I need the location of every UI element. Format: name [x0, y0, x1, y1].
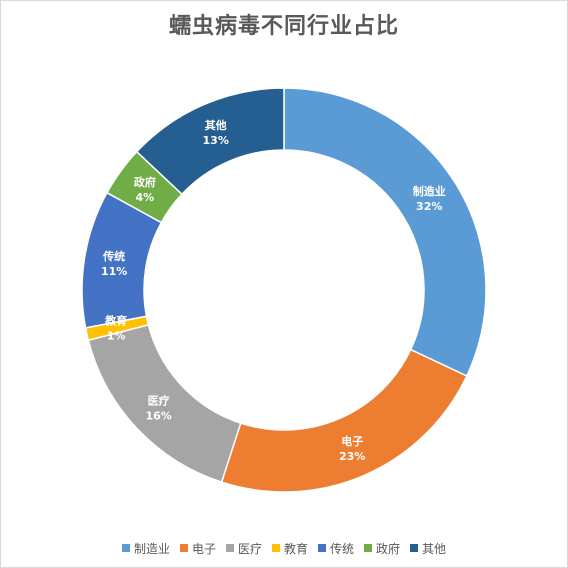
slice-category-label: 传统: [102, 249, 125, 263]
slice-value-label: 11%: [101, 265, 127, 278]
slice-电子: [220, 348, 468, 493]
legend-swatch: [121, 544, 130, 552]
legend-swatch: [364, 544, 373, 552]
legend-label: 医疗: [237, 541, 262, 556]
legend-item: 电子: [179, 540, 216, 557]
slice-category-label: 政府: [134, 175, 156, 189]
legend-swatch: [271, 544, 280, 552]
legend-label: 传统: [330, 541, 355, 556]
chart-legend: 制造业 电子 医疗 教育 传统 政府 其他: [0, 540, 568, 556]
chart-title: 蠕虫病毒不同行业占比: [168, 14, 399, 39]
slice-category-label: 电子: [341, 434, 363, 448]
legend-swatch: [179, 544, 188, 552]
legend-label: 其他: [422, 541, 447, 556]
legend-swatch: [225, 544, 234, 552]
slice-value-label: 1%: [107, 330, 126, 343]
slice-category-label: 其他: [205, 118, 227, 132]
legend-label: 教育: [283, 541, 308, 556]
slice-制造业: [283, 87, 487, 378]
legend-item: 传统: [318, 540, 354, 557]
slice-其他: [135, 87, 285, 196]
legend-swatch: [410, 544, 419, 552]
legend-item: 医疗: [225, 540, 262, 557]
slice-category-label: 制造业: [413, 184, 446, 198]
legend-item: 其他: [410, 540, 446, 557]
slice-value-label: 13%: [203, 134, 229, 147]
slice-category-label: 医疗: [148, 394, 170, 408]
legend-label: 电子: [191, 541, 216, 556]
slice-category-label: 教育: [104, 314, 127, 328]
slice-value-label: 4%: [136, 191, 155, 204]
slice-value-label: 23%: [339, 450, 365, 463]
legend-item: 教育: [271, 540, 308, 557]
legend-label: 制造业: [133, 541, 170, 556]
legend-item: 制造业: [121, 540, 170, 557]
slice-value-label: 32%: [416, 200, 442, 213]
legend-swatch: [318, 544, 326, 552]
legend-label: 政府: [376, 541, 401, 556]
slice-value-label: 16%: [145, 410, 171, 423]
legend-item: 政府: [364, 540, 400, 557]
